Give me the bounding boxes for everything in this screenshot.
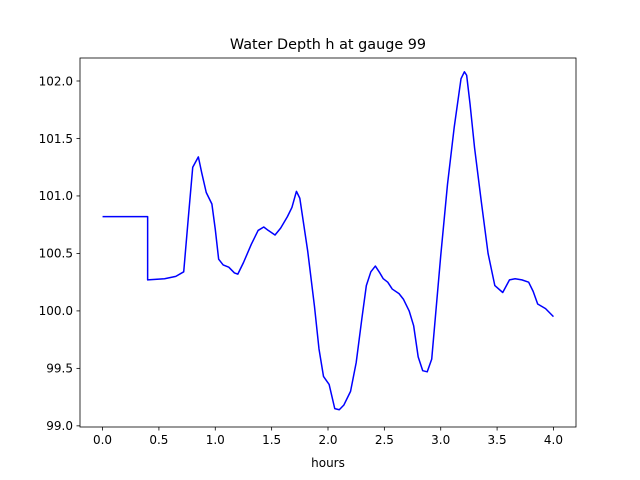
chart-title: Water Depth h at gauge 99 xyxy=(230,37,426,53)
x-tick-label: 0.5 xyxy=(149,433,168,447)
y-tick-label: 99.5 xyxy=(46,362,73,376)
x-tick-label: 2.0 xyxy=(318,433,337,447)
plot-area-frame xyxy=(79,57,577,428)
x-axis-label: hours xyxy=(311,456,345,470)
x-axis: 0.0 0.5 1.0 1.5 2.0 2.5 3.0 3.5 4.0 xyxy=(93,427,563,447)
y-tick-label: 101.5 xyxy=(39,132,73,146)
y-tick-label: 99.0 xyxy=(46,419,73,433)
x-tick-label: 0.0 xyxy=(93,433,112,447)
x-tick-label: 1.5 xyxy=(262,433,281,447)
x-tick-label: 4.0 xyxy=(544,433,563,447)
y-tick-label: 102.0 xyxy=(39,74,73,88)
series-line-1 xyxy=(102,71,554,411)
x-tick-label: 3.5 xyxy=(488,433,507,447)
y-axis: 99.0 99.5 100.0 100.5 101.0 101.5 102.0 xyxy=(39,74,80,433)
x-tick-label: 3.0 xyxy=(431,433,450,447)
y-tick-label: 101.0 xyxy=(39,189,73,203)
y-tick-label: 100.5 xyxy=(39,247,73,261)
y-tick-label: 100.0 xyxy=(39,304,73,318)
plot-series xyxy=(102,71,554,411)
x-tick-label: 2.5 xyxy=(375,433,394,447)
x-tick-label: 1.0 xyxy=(206,433,225,447)
